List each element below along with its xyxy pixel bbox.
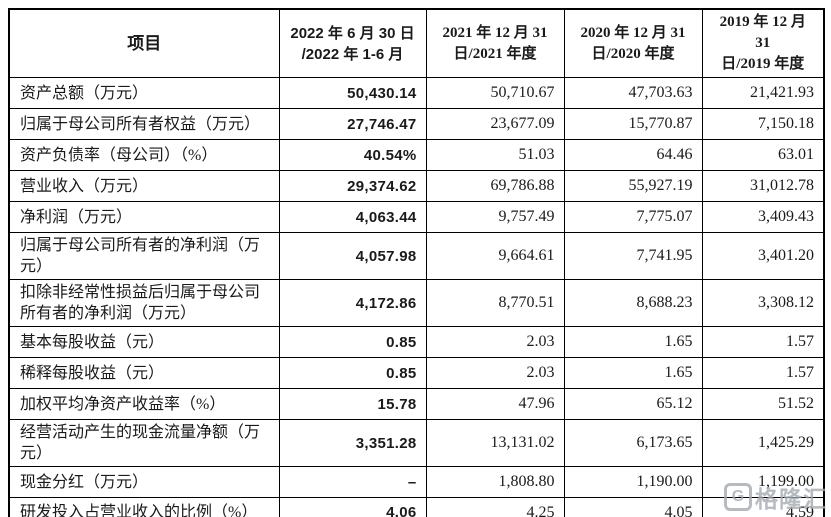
table-row-diluted-eps: 稀释每股收益（元） 0.85 2.03 1.65 1.57 bbox=[8, 357, 825, 389]
column-header-2022h1: 2022 年 6 月 30 日 /2022 年 1-6 月 bbox=[278, 8, 427, 78]
value-cell: 7,741.95 bbox=[563, 232, 703, 280]
row-label: 研发投入占营业收入的比例（%） bbox=[8, 497, 280, 517]
value-cell: 55,927.19 bbox=[563, 170, 703, 202]
value-cell: 29,374.62 bbox=[278, 170, 427, 202]
value-cell: 4,172.86 bbox=[278, 279, 427, 327]
value-cell: 1.65 bbox=[563, 326, 703, 358]
row-label: 扣除非经常性损益后归属于母公司所有者的净利润（万元） bbox=[8, 279, 280, 327]
row-label: 归属于母公司所有者的净利润（万元） bbox=[8, 232, 280, 280]
row-label: 资产总额（万元） bbox=[8, 77, 280, 109]
value-cell: 0.85 bbox=[278, 326, 427, 358]
value-cell: 0.85 bbox=[278, 357, 427, 389]
value-cell: – bbox=[278, 466, 427, 498]
row-label: 营业收入（万元） bbox=[8, 170, 280, 202]
value-cell: 8,770.51 bbox=[425, 279, 565, 327]
value-cell: 4.05 bbox=[563, 497, 703, 517]
value-cell: 1.57 bbox=[701, 357, 825, 389]
value-cell: 9,757.49 bbox=[425, 201, 565, 233]
table-row-revenue: 营业收入（万元） 29,374.62 69,786.88 55,927.19 3… bbox=[8, 170, 825, 202]
column-header-2021: 2021 年 12 月 31 日/2021 年度 bbox=[425, 8, 565, 78]
row-label: 基本每股收益（元） bbox=[8, 326, 280, 358]
row-label: 归属于母公司所有者权益（万元） bbox=[8, 108, 280, 140]
value-cell: 15.78 bbox=[278, 388, 427, 420]
table-row-total-assets: 资产总额（万元） 50,430.14 50,710.67 47,703.63 2… bbox=[8, 77, 825, 109]
value-cell: 3,351.28 bbox=[278, 419, 427, 467]
row-label: 加权平均净资产收益率（%） bbox=[8, 388, 280, 420]
value-cell: 1,808.80 bbox=[425, 466, 565, 498]
value-cell: 50,710.67 bbox=[425, 77, 565, 109]
value-cell: 1.65 bbox=[563, 357, 703, 389]
value-cell: 47.96 bbox=[425, 388, 565, 420]
value-cell: 9,664.61 bbox=[425, 232, 565, 280]
value-cell: 47,703.63 bbox=[563, 77, 703, 109]
value-cell: 3,401.20 bbox=[701, 232, 825, 280]
value-cell: 27,746.47 bbox=[278, 108, 427, 140]
value-cell: 51.03 bbox=[425, 139, 565, 171]
column-header-item: 项目 bbox=[8, 8, 280, 78]
value-cell: 40.54% bbox=[278, 139, 427, 171]
column-header-2020: 2020 年 12 月 31 日/2020 年度 bbox=[563, 8, 703, 78]
value-cell: 4.59 bbox=[701, 497, 825, 517]
financial-summary-table: 项目 2022 年 6 月 30 日 /2022 年 1-6 月 2021 年 … bbox=[8, 8, 825, 517]
value-cell: 1,190.00 bbox=[563, 466, 703, 498]
table-row-deducted-net-profit: 扣除非经常性损益后归属于母公司所有者的净利润（万元） 4,172.86 8,77… bbox=[8, 279, 825, 327]
value-cell: 31,012.78 bbox=[701, 170, 825, 202]
table-row-parent-net-profit: 归属于母公司所有者的净利润（万元） 4,057.98 9,664.61 7,74… bbox=[8, 232, 825, 280]
value-cell: 50,430.14 bbox=[278, 77, 427, 109]
value-cell: 3,308.12 bbox=[701, 279, 825, 327]
value-cell: 2.03 bbox=[425, 357, 565, 389]
row-label: 现金分红（万元） bbox=[8, 466, 280, 498]
value-cell: 15,770.87 bbox=[563, 108, 703, 140]
column-header-2019: 2019 年 12 月 31 日/2019 年度 bbox=[701, 8, 825, 78]
row-label: 经营活动产生的现金流量净额（万元） bbox=[8, 419, 280, 467]
table-row-rd-ratio: 研发投入占营业收入的比例（%） 4.06 4.25 4.05 4.59 bbox=[8, 497, 825, 517]
value-cell: 21,421.93 bbox=[701, 77, 825, 109]
value-cell: 64.46 bbox=[563, 139, 703, 171]
value-cell: 4,057.98 bbox=[278, 232, 427, 280]
value-cell: 65.12 bbox=[563, 388, 703, 420]
value-cell: 8,688.23 bbox=[563, 279, 703, 327]
row-label: 净利润（万元） bbox=[8, 201, 280, 233]
value-cell: 3,409.43 bbox=[701, 201, 825, 233]
value-cell: 1,425.29 bbox=[701, 419, 825, 467]
value-cell: 69,786.88 bbox=[425, 170, 565, 202]
table-row-parent-equity: 归属于母公司所有者权益（万元） 27,746.47 23,677.09 15,7… bbox=[8, 108, 825, 140]
value-cell: 7,775.07 bbox=[563, 201, 703, 233]
row-label: 资产负债率（母公司）（%） bbox=[8, 139, 280, 171]
table-row-operating-cash-flow: 经营活动产生的现金流量净额（万元） 3,351.28 13,131.02 6,1… bbox=[8, 419, 825, 467]
row-label: 稀释每股收益（元） bbox=[8, 357, 280, 389]
value-cell: 6,173.65 bbox=[563, 419, 703, 467]
table-row-weighted-roe: 加权平均净资产收益率（%） 15.78 47.96 65.12 51.52 bbox=[8, 388, 825, 420]
value-cell: 23,677.09 bbox=[425, 108, 565, 140]
table-row-basic-eps: 基本每股收益（元） 0.85 2.03 1.65 1.57 bbox=[8, 326, 825, 358]
value-cell: 2.03 bbox=[425, 326, 565, 358]
value-cell: 13,131.02 bbox=[425, 419, 565, 467]
value-cell: 4,063.44 bbox=[278, 201, 427, 233]
value-cell: 4.25 bbox=[425, 497, 565, 517]
table-row-net-profit: 净利润（万元） 4,063.44 9,757.49 7,775.07 3,409… bbox=[8, 201, 825, 233]
value-cell: 1,199.00 bbox=[701, 466, 825, 498]
table-row-cash-dividend: 现金分红（万元） – 1,808.80 1,190.00 1,199.00 bbox=[8, 466, 825, 498]
value-cell: 63.01 bbox=[701, 139, 825, 171]
value-cell: 1.57 bbox=[701, 326, 825, 358]
value-cell: 7,150.18 bbox=[701, 108, 825, 140]
header-row: 项目 2022 年 6 月 30 日 /2022 年 1-6 月 2021 年 … bbox=[8, 8, 825, 78]
value-cell: 4.06 bbox=[278, 497, 427, 517]
value-cell: 51.52 bbox=[701, 388, 825, 420]
table-row-debt-ratio: 资产负债率（母公司）（%） 40.54% 51.03 64.46 63.01 bbox=[8, 139, 825, 171]
